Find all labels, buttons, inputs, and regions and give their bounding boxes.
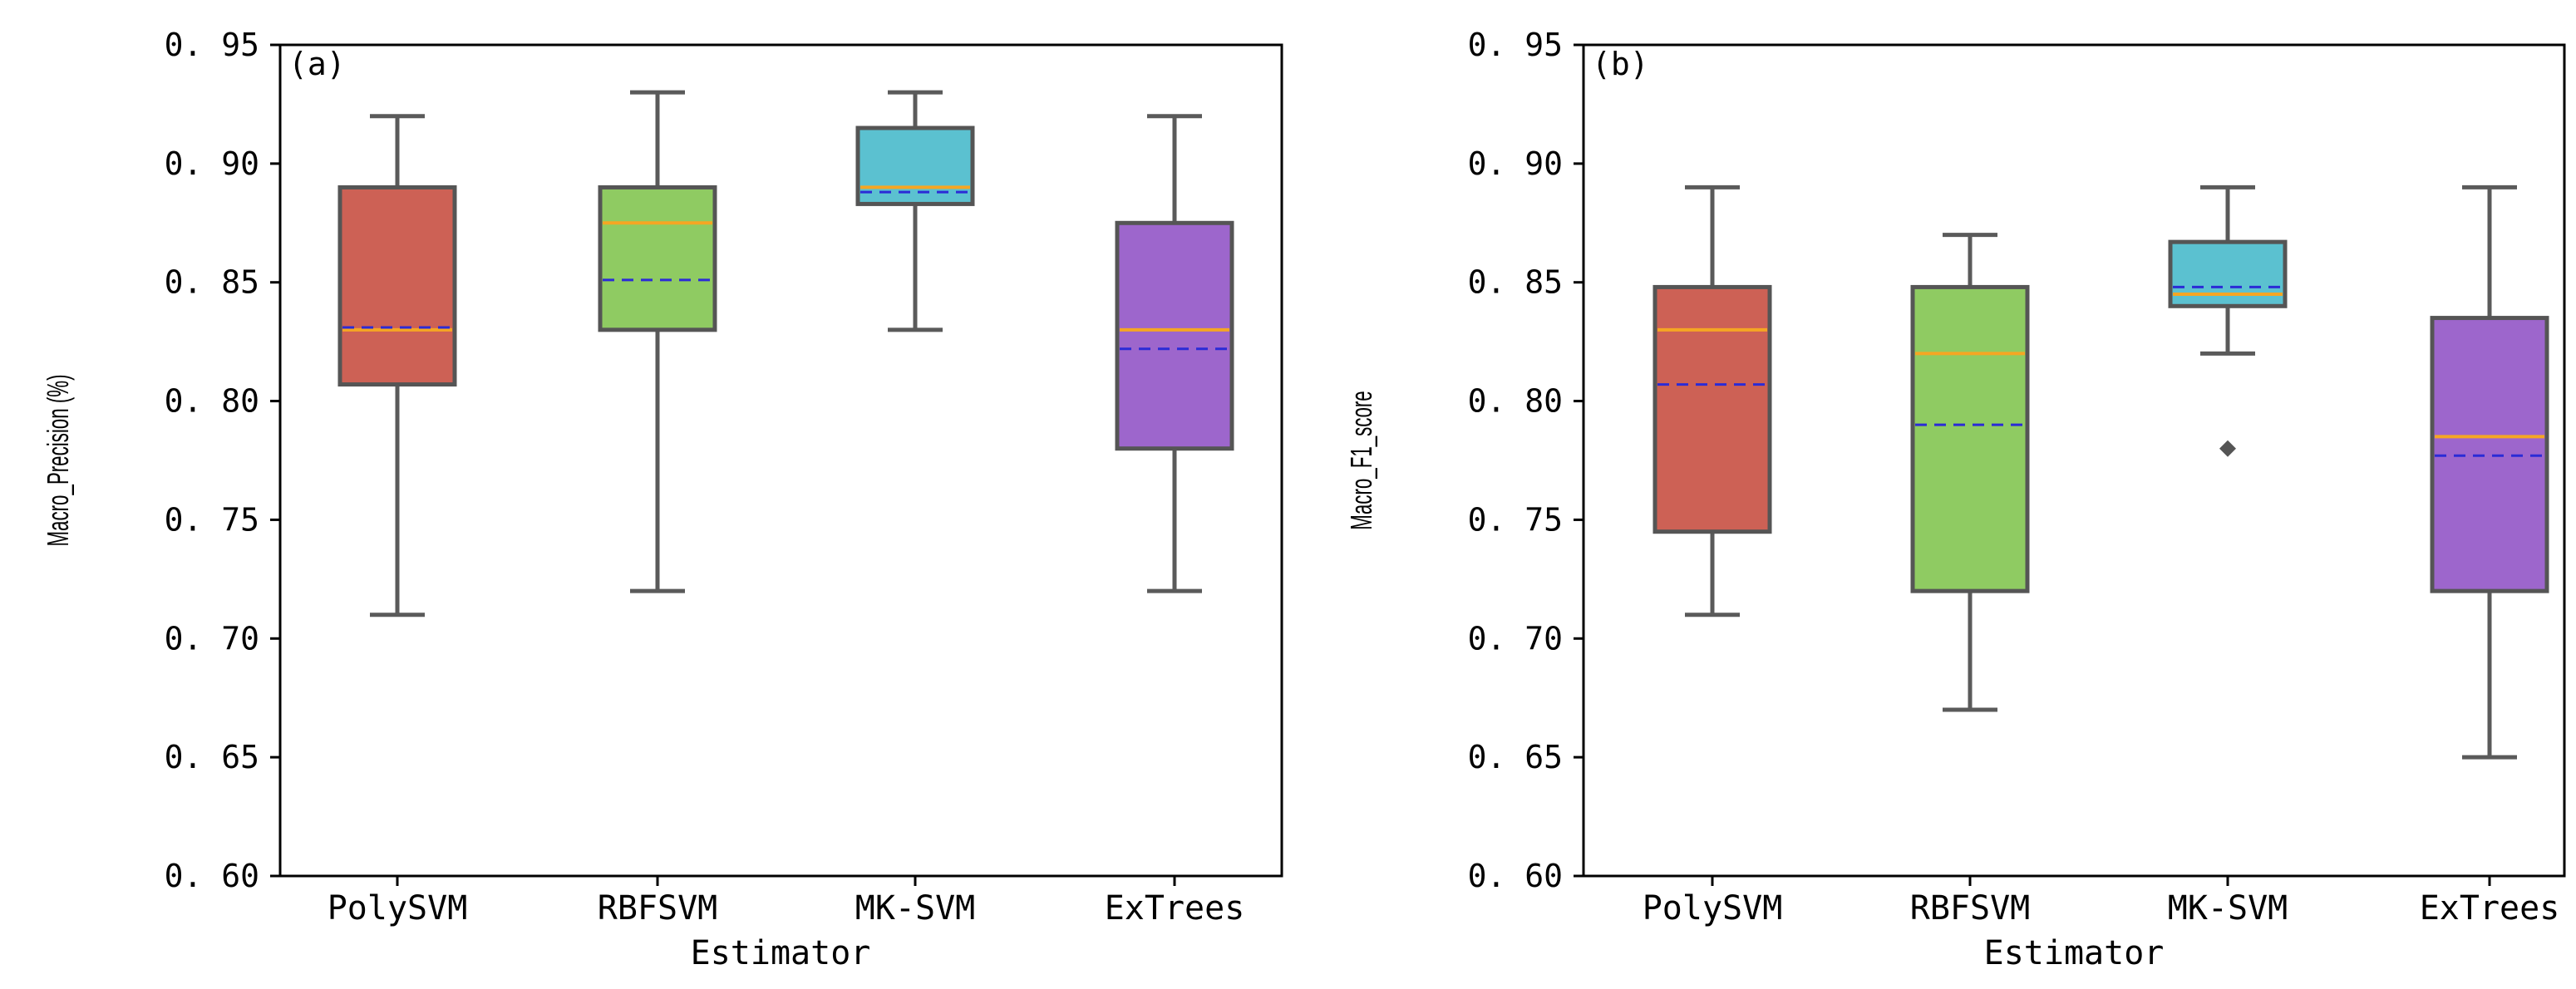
x-tick-label: ExTrees bbox=[2420, 889, 2560, 927]
y-tick-label: 0. 95 bbox=[165, 27, 259, 63]
panel-a-label: (a) bbox=[288, 46, 346, 82]
box-mk-svm bbox=[2168, 185, 2288, 457]
y-tick-label: 0. 75 bbox=[1468, 501, 1563, 538]
panel-a-axes-frame bbox=[278, 43, 1283, 878]
box-extrees bbox=[1115, 114, 1234, 593]
y-tick-label: 0. 75 bbox=[165, 501, 259, 538]
panel-b-boxes bbox=[1652, 185, 2549, 760]
box-rbfsvm bbox=[1910, 233, 2030, 712]
panel-a-y-axis-label: Macro_Precision (%) bbox=[42, 374, 76, 546]
panel-a-x-axis-label: Estimator bbox=[691, 934, 871, 972]
y-tick-label: 0. 70 bbox=[165, 620, 259, 657]
iqr-box bbox=[337, 185, 457, 387]
iqr-box bbox=[1652, 284, 1772, 534]
x-tick-label: MK-SVM bbox=[855, 889, 976, 927]
y-tick-label: 0. 95 bbox=[1468, 27, 1563, 63]
x-tick-label: RBFSVM bbox=[598, 889, 718, 927]
panel-b-x-axis-label: Estimator bbox=[1984, 934, 2165, 972]
iqr-box bbox=[2168, 239, 2288, 308]
y-tick-label: 0. 90 bbox=[1468, 145, 1563, 182]
y-tick-label: 0. 90 bbox=[165, 145, 259, 182]
x-tick-label: MK-SVM bbox=[2168, 889, 2288, 927]
x-tick-label: PolySVM bbox=[328, 889, 468, 927]
y-tick-label: 0. 85 bbox=[1468, 264, 1563, 301]
panel-b: (b) 0. 600. 650. 700. 750. 800. 850. 900… bbox=[1346, 27, 2566, 972]
panel-b-y-ticks: 0. 60 0. 65 0. 70 0. 75 0. 80 0. 85 0. 90 0. 95 bbox=[1468, 27, 1584, 894]
box-rbfsvm bbox=[598, 90, 717, 593]
panel-a: (a) 0. 600. 650. 700. 750. 800. 850. 900… bbox=[42, 27, 1283, 972]
iqr-box bbox=[598, 185, 717, 332]
panel-b-x-ticks: PolySVM RBFSVM MK-SVM ExTrees bbox=[1643, 876, 2560, 927]
panel-b-axes-frame bbox=[1582, 43, 2566, 878]
y-tick-label: 0. 65 bbox=[1468, 739, 1563, 775]
box-polysvm bbox=[337, 114, 457, 618]
iqr-box bbox=[2430, 316, 2549, 593]
panel-a-boxes bbox=[337, 90, 1234, 618]
y-tick-label: 0. 60 bbox=[165, 858, 259, 894]
iqr-box bbox=[855, 125, 975, 206]
box-mk-svm bbox=[855, 90, 975, 332]
y-tick-label: 0. 80 bbox=[1468, 383, 1563, 420]
box-polysvm bbox=[1652, 185, 1772, 618]
y-tick-label: 0. 60 bbox=[1468, 858, 1563, 894]
x-tick-label: RBFSVM bbox=[1910, 889, 2031, 927]
y-tick-label: 0. 80 bbox=[165, 383, 259, 420]
x-tick-label: ExTrees bbox=[1105, 889, 1245, 927]
y-tick-label: 0. 85 bbox=[165, 264, 259, 301]
box-extrees bbox=[2430, 185, 2549, 760]
panel-b-label: (b) bbox=[1592, 46, 1649, 82]
panel-b-y-axis-label: Macro_F1_score bbox=[1346, 391, 1379, 529]
panel-a-y-ticks: 0. 60 0. 65 0. 70 0. 75 0. 80 0. 85 0. 90 0. 95 bbox=[165, 27, 280, 894]
panel-a-x-ticks: PolySVM RBFSVM MK-SVM ExTrees bbox=[328, 876, 1245, 927]
y-tick-label: 0. 70 bbox=[1468, 620, 1563, 657]
outlier-point bbox=[2219, 440, 2236, 457]
iqr-box bbox=[1910, 284, 2030, 593]
iqr-box bbox=[1115, 220, 1234, 451]
y-tick-label: 0. 65 bbox=[165, 739, 259, 775]
x-tick-label: PolySVM bbox=[1643, 889, 1783, 927]
